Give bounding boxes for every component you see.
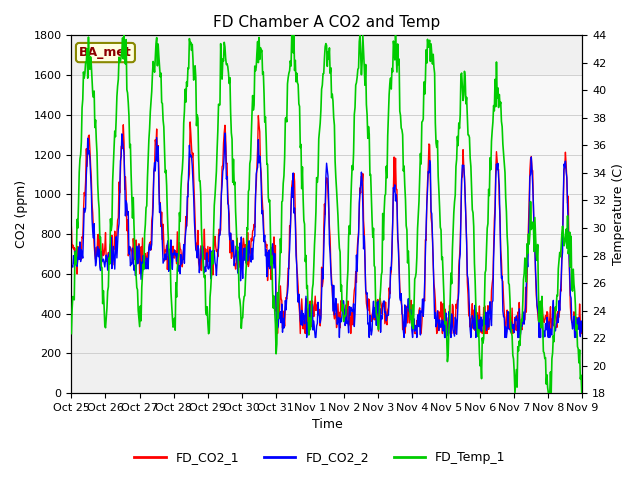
Y-axis label: Temperature (C): Temperature (C)	[612, 163, 625, 265]
FD_CO2_1	[274, 331, 282, 336]
FD_Temp_1	[511, 390, 519, 396]
FD_Temp_1	[404, 248, 412, 254]
FD_CO2_2	[221, 130, 228, 136]
Legend: FD_CO2_1, FD_CO2_2, FD_Temp_1: FD_CO2_1, FD_CO2_2, FD_Temp_1	[129, 446, 511, 469]
FD_CO2_2	[208, 248, 216, 254]
FD_CO2_1	[208, 251, 216, 256]
FD_CO2_1	[77, 257, 84, 263]
Line: FD_CO2_1: FD_CO2_1	[72, 116, 582, 334]
FD_Temp_1	[390, 38, 397, 44]
FD_CO2_1	[129, 236, 137, 241]
FD_CO2_1	[68, 224, 76, 230]
FD_Temp_1	[130, 222, 138, 228]
FD_CO2_2	[68, 263, 76, 268]
FD_CO2_2	[405, 308, 413, 314]
Bar	[72, 75, 582, 313]
FD_CO2_2	[303, 335, 310, 340]
FD_CO2_2	[390, 189, 398, 195]
FD_Temp_1	[209, 261, 217, 267]
FD_CO2_2	[181, 236, 189, 242]
FD_Temp_1	[182, 99, 189, 105]
FD_CO2_1	[579, 331, 586, 336]
FD_Temp_1	[120, 33, 128, 38]
FD_CO2_1	[390, 154, 398, 160]
FD_CO2_2	[129, 256, 137, 262]
Title: FD Chamber A CO2 and Temp: FD Chamber A CO2 and Temp	[213, 15, 440, 30]
FD_CO2_2	[579, 330, 586, 336]
FD_CO2_1	[181, 235, 189, 240]
Text: BA_met: BA_met	[79, 46, 132, 59]
FD_CO2_2	[77, 259, 84, 264]
Y-axis label: CO2 (ppm): CO2 (ppm)	[15, 180, 28, 248]
Line: FD_Temp_1: FD_Temp_1	[72, 36, 582, 393]
FD_CO2_1	[255, 113, 262, 119]
X-axis label: Time: Time	[312, 419, 342, 432]
FD_Temp_1	[579, 390, 586, 396]
FD_Temp_1	[77, 152, 84, 157]
Line: FD_CO2_2: FD_CO2_2	[72, 133, 582, 337]
FD_CO2_1	[405, 311, 413, 317]
FD_Temp_1	[68, 331, 76, 336]
